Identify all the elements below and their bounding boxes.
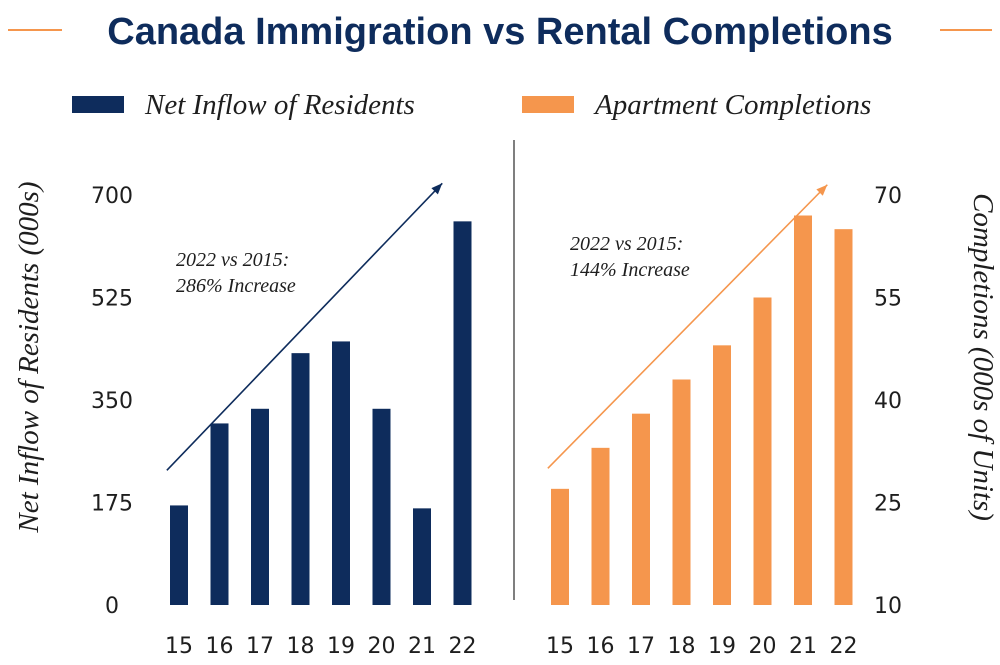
net-inflow-trend-arrow xyxy=(166,182,443,471)
net-inflow-xtick-label: 16 xyxy=(206,634,234,659)
net-inflow-xtick-label: 18 xyxy=(287,634,315,659)
net-inflow-ytick-label: 175 xyxy=(91,492,133,517)
completions-xtick-label: 18 xyxy=(668,634,696,659)
chart-title: Canada Immigration vs Rental Completions xyxy=(107,11,892,53)
net-inflow-annotation-line: 286% Increase xyxy=(176,275,296,297)
right-axis-title: Completions (000s of Units) xyxy=(967,193,999,521)
completions-trend-arrow xyxy=(547,184,828,469)
net-inflow-xtick-label: 17 xyxy=(246,634,274,659)
net-inflow-bar xyxy=(453,221,472,605)
completions-xtick-label: 19 xyxy=(708,634,736,659)
completions-bar xyxy=(834,229,853,605)
net-inflow-bar xyxy=(413,508,431,605)
completions-xtick-label: 17 xyxy=(627,634,655,659)
legend-label-net-inflow: Net Inflow of Residents xyxy=(144,89,415,121)
net-inflow-ytick-label: 700 xyxy=(91,184,133,209)
completions-xtick-label: 20 xyxy=(749,634,777,659)
net-inflow-xtick-label: 22 xyxy=(449,634,477,659)
net-inflow-bar xyxy=(210,423,229,605)
net-inflow-ytick-label: 350 xyxy=(91,389,133,414)
completions-bar xyxy=(753,297,772,605)
net-inflow-bar xyxy=(372,408,391,605)
net-inflow-ytick-label: 525 xyxy=(91,287,133,312)
completions-xtick-label: 22 xyxy=(830,634,858,659)
net-inflow-xtick-label: 21 xyxy=(408,634,436,659)
legend-label-completions: Apartment Completions xyxy=(593,89,871,121)
completions-bar xyxy=(632,413,650,605)
completions-bar xyxy=(591,447,610,605)
net-inflow-ytick-label: 0 xyxy=(105,594,119,619)
completions-annotation-line: 144% Increase xyxy=(570,259,690,281)
net-inflow-xtick-label: 20 xyxy=(368,634,396,659)
net-inflow-xtick-label: 19 xyxy=(327,634,355,659)
legend-swatch-net-inflow xyxy=(72,96,124,113)
net-inflow-bar xyxy=(332,341,350,605)
completions-trend-arrowhead xyxy=(816,184,828,196)
completions-ytick-label: 25 xyxy=(874,492,902,517)
completions-bar xyxy=(551,488,569,605)
completions-bar xyxy=(713,345,731,605)
completions-xtick-label: 16 xyxy=(587,634,615,659)
completions-ytick-label: 70 xyxy=(874,184,902,209)
completions-ytick-label: 10 xyxy=(874,594,902,619)
left-chart-panel: 0 175 350 525 700 15 16 17 18 19 20 21 22 2022 vs 201… xyxy=(91,182,477,659)
net-inflow-bar xyxy=(291,353,310,605)
right-chart-panel: 10 25 40 55 70 15 16 17 18 19 20 21 22 2022 vs 2015: 1… xyxy=(546,184,902,659)
net-inflow-bar xyxy=(170,505,188,605)
completions-bar xyxy=(794,215,812,605)
net-inflow-xtick-label: 15 xyxy=(165,634,193,659)
completions-ytick-label: 55 xyxy=(874,287,902,312)
completions-bar xyxy=(672,379,691,605)
completions-ytick-label: 40 xyxy=(874,389,902,414)
net-inflow-annotation-line: 2022 vs 2015: xyxy=(176,249,289,271)
left-axis-title: Net Inflow of Residents (000s) xyxy=(13,181,45,533)
net-inflow-bar xyxy=(251,408,269,605)
legend: Net Inflow of Residents Apartment Comple… xyxy=(72,89,871,121)
legend-swatch-completions xyxy=(522,96,574,113)
completions-xtick-label: 15 xyxy=(546,634,574,659)
completions-annotation-line: 2022 vs 2015: xyxy=(570,233,683,255)
completions-xtick-label: 21 xyxy=(789,634,817,659)
net-inflow-trend-arrowhead xyxy=(431,183,443,195)
